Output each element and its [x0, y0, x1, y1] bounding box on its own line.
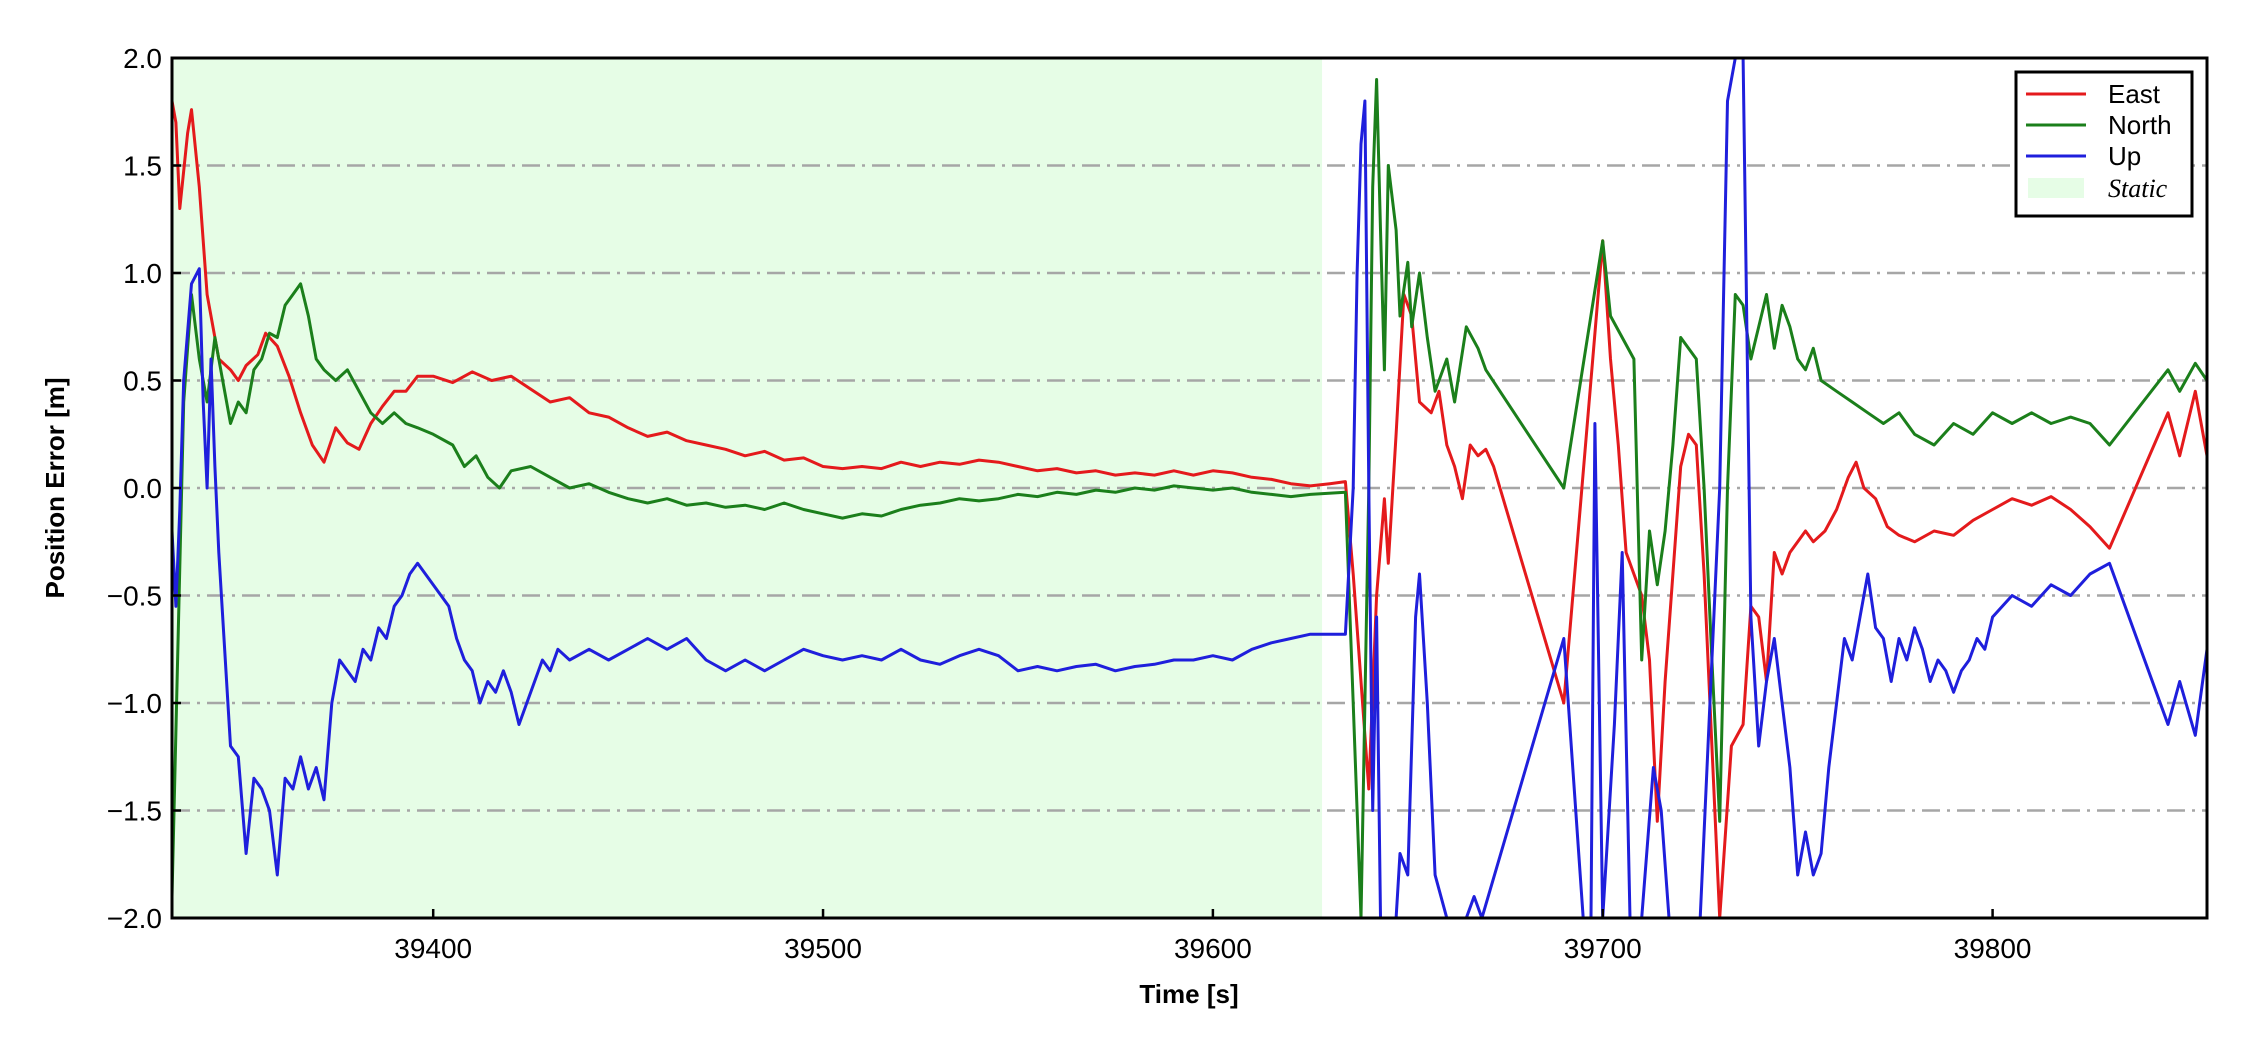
legend-label-north: North [2108, 110, 2172, 140]
x-tick-label: 39600 [1174, 933, 1252, 964]
legend-label-static: Static [2108, 174, 2168, 203]
y-tick-label: 1.5 [123, 151, 162, 182]
series-line-east [172, 100, 2207, 918]
y-tick-label: −1.5 [107, 796, 162, 827]
series-lines [172, 58, 2207, 918]
y-tick-label: −0.5 [107, 581, 162, 612]
legend-label-up: Up [2108, 141, 2141, 171]
x-tick-label: 39800 [1954, 933, 2032, 964]
y-tick-label: 1.0 [123, 258, 162, 289]
x-axis: 39400 39500 39600 39700 39800 [394, 909, 2032, 964]
legend-label-east: East [2108, 79, 2161, 109]
y-tick-label: 0.0 [123, 473, 162, 504]
x-tick-label: 39700 [1564, 933, 1642, 964]
y-tick-label: 0.5 [123, 366, 162, 397]
y-tick-label: −2.0 [107, 903, 162, 934]
x-tick-label: 39500 [784, 933, 862, 964]
series-line-north [172, 78, 2207, 918]
y-axis: 2.0 1.5 1.0 0.5 0.0 −0.5 −1.0 −1.5 −2.0 [107, 43, 181, 934]
legend-swatch-static [2028, 178, 2084, 198]
x-axis-title: Time [s] [1139, 979, 1238, 1009]
y-tick-label: 2.0 [123, 43, 162, 74]
y-tick-label: −1.0 [107, 688, 162, 719]
y-axis-title: Position Error [m] [40, 377, 70, 598]
legend: East North Up Static [2014, 70, 2194, 218]
series-line-up [172, 58, 2207, 918]
x-tick-label: 39400 [394, 933, 472, 964]
